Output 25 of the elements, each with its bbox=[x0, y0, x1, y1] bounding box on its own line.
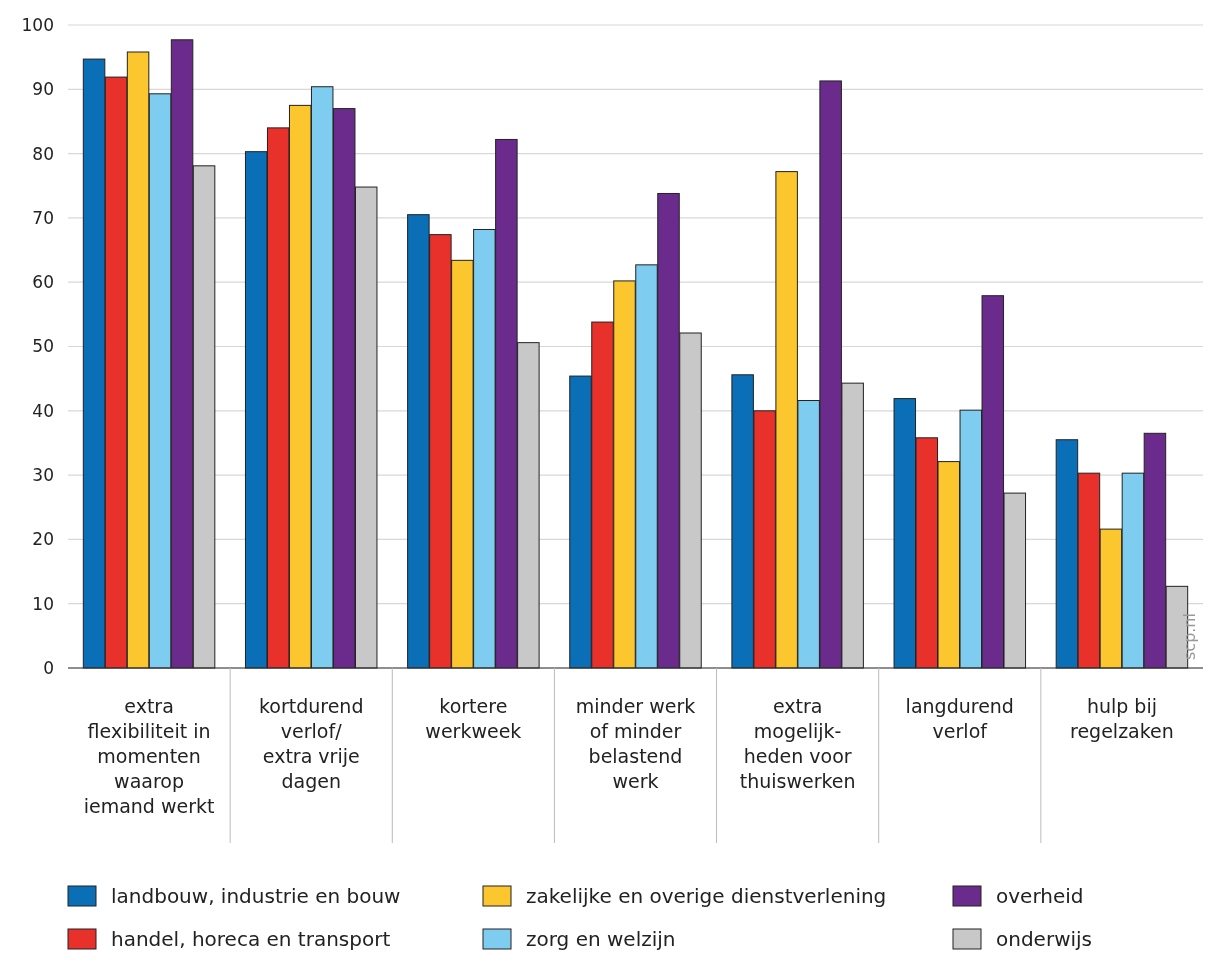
x-tick-label: kortdurend verlof/ extra vrije dagen bbox=[258, 695, 364, 792]
legend-label: handel, horeca en transport bbox=[111, 927, 391, 951]
x-tick-label: extra mogelijk- heden voor thuiswerken bbox=[739, 695, 856, 792]
y-tick-label: 20 bbox=[32, 529, 54, 550]
legend-label: landbouw, industrie en bouw bbox=[111, 884, 401, 908]
x-tick-label: langdurend verlof bbox=[905, 695, 1014, 742]
y-tick-label: 40 bbox=[32, 400, 54, 421]
y-tick-label: 70 bbox=[32, 207, 54, 228]
y-tick-label: 80 bbox=[32, 143, 54, 164]
legend-label: zakelijke en overige dienstverlening bbox=[526, 884, 887, 908]
y-tick-label: 10 bbox=[32, 593, 54, 614]
annotation: scp.nl bbox=[1180, 613, 1199, 660]
legend-label: overheid bbox=[996, 884, 1084, 908]
y-tick-label: 60 bbox=[32, 272, 54, 293]
legend-label: zorg en welzijn bbox=[526, 927, 676, 951]
x-tick-label: hulp bij regelzaken bbox=[1070, 695, 1174, 742]
legend-label: onderwijs bbox=[996, 927, 1093, 951]
x-tick-label: kortere werkweek bbox=[425, 695, 522, 742]
x-tick-label: minder werk of minder belastend werk bbox=[575, 695, 696, 792]
y-tick-label: 0 bbox=[43, 657, 54, 678]
x-tick-label: extra flexibiliteit in momenten waarop iemand werkt bbox=[83, 695, 215, 817]
y-tick-label: 30 bbox=[32, 465, 54, 486]
y-tick-label: 50 bbox=[32, 336, 54, 357]
y-tick-label: 90 bbox=[32, 79, 54, 100]
y-tick-label: 100 bbox=[21, 14, 54, 35]
